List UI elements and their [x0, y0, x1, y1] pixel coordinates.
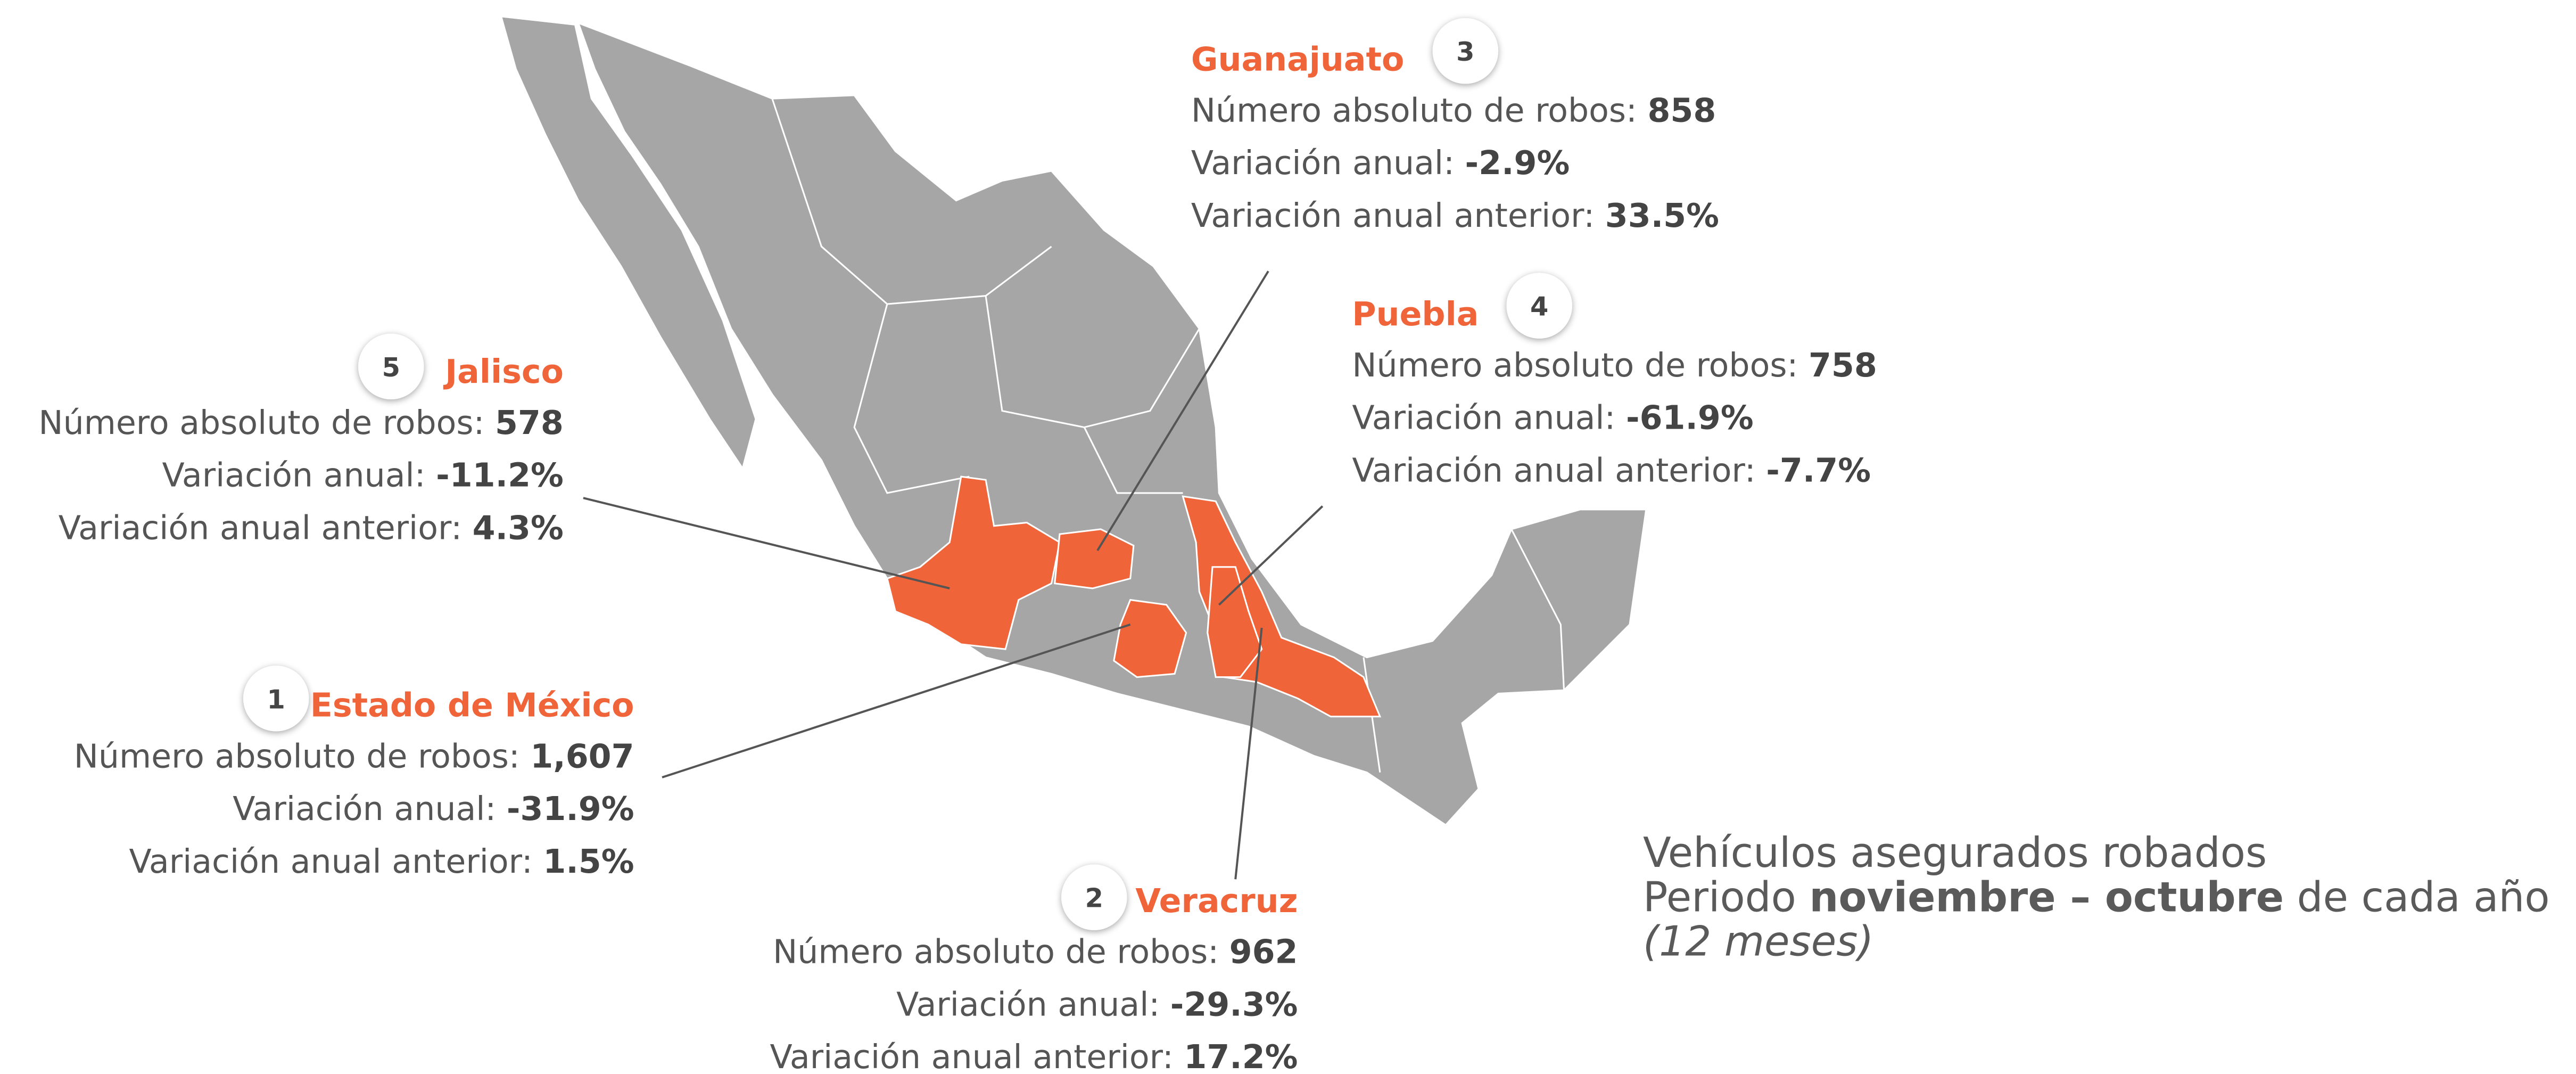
caption-line1: Vehículos asegurados robados	[1643, 829, 2267, 877]
state-name: Veracruz	[1135, 882, 1298, 920]
state-name: Jalisco	[443, 352, 564, 391]
rank-number: 2	[1085, 883, 1103, 914]
stat-line: Variación anual: -61.9%	[1352, 399, 1753, 437]
stat-label: Número absoluto de robos:	[1191, 91, 1637, 129]
stat-value: -7.7%	[1766, 451, 1871, 489]
stat-label: Variación anual anterior:	[770, 1038, 1173, 1074]
rank-badge	[1061, 864, 1127, 930]
stat-value: 4.3%	[473, 509, 564, 547]
puebla-shape	[1207, 566, 1263, 678]
stat-label: Variación anual:	[1352, 399, 1615, 437]
rank-badge	[358, 333, 424, 400]
rank-number: 1	[267, 684, 285, 715]
stat-label: Variación anual anterior:	[59, 509, 462, 547]
state-callout: 3 Guanajuato Número absoluto de robos: 858…	[1096, 18, 1719, 552]
stat-value: 578	[495, 404, 564, 442]
stat-label: Número absoluto de robos:	[38, 404, 484, 442]
stat-line: Variación anual: -2.9%	[1191, 144, 1570, 182]
stat-line: Número absoluto de robos: 962	[773, 933, 1298, 971]
stat-label: Variación anual:	[1191, 144, 1455, 182]
leader-line	[662, 623, 1131, 778]
rank-number: 3	[1456, 36, 1474, 67]
stat-line: Variación anual: -11.2%	[162, 456, 564, 495]
stat-label: Variación anual anterior:	[1352, 451, 1755, 489]
jalisco-shape	[886, 475, 1061, 650]
stat-value: -2.9%	[1465, 144, 1570, 182]
stat-label: Número absoluto de robos:	[74, 737, 520, 775]
stat-value: -31.9%	[507, 790, 634, 828]
rank-number: 5	[382, 352, 400, 383]
rank-badge	[1432, 18, 1499, 84]
stat-value: -61.9%	[1626, 399, 1754, 437]
stat-line: Variación anual anterior: 1.5%	[129, 842, 634, 881]
stat-value: -11.2%	[436, 456, 564, 495]
state-callout: 4 Puebla Número absoluto de robos: 758 Vari…	[1218, 273, 1877, 606]
stat-value: 1,607	[530, 737, 634, 775]
rank-number: 4	[1530, 291, 1548, 322]
stat-line: Variación anual anterior: 17.2%	[770, 1038, 1298, 1074]
state-callout: 5 Jalisco Número absoluto de robos: 578 Var…	[38, 333, 950, 589]
rank-badge	[1506, 273, 1572, 339]
caption: Vehículos asegurados robados Periodo nov…	[1643, 831, 2571, 964]
caption-prefix: Periodo	[1643, 873, 1796, 921]
stat-label: Variación anual:	[162, 456, 426, 495]
stat-value: 962	[1229, 933, 1298, 971]
stat-line: Variación anual anterior: 4.3%	[59, 509, 564, 547]
stat-value: -29.3%	[1170, 985, 1298, 1023]
stat-value: 858	[1647, 91, 1716, 129]
stat-label: Variación anual anterior:	[129, 842, 532, 881]
stat-value: 33.5%	[1605, 196, 1719, 235]
leader-line	[583, 497, 950, 589]
stat-label: Variación anual:	[896, 985, 1160, 1023]
stat-value: 17.2%	[1184, 1038, 1298, 1074]
stat-line: Variación anual: -31.9%	[233, 790, 634, 828]
stat-label: Variación anual:	[233, 790, 496, 828]
stat-label: Variación anual anterior:	[1191, 196, 1595, 235]
caption-middle: de cada año	[2297, 873, 2550, 921]
state-name: Guanajuato	[1191, 40, 1404, 79]
state-name: Puebla	[1352, 295, 1479, 333]
leader-line	[1096, 270, 1269, 552]
mexico-map	[500, 15, 1647, 826]
caption-bold: noviembre – octubre	[1809, 873, 2284, 921]
stat-line: Variación anual anterior: -7.7%	[1352, 451, 1871, 489]
guanajuato-shape	[1054, 528, 1135, 589]
stat-line: Número absoluto de robos: 578	[38, 404, 563, 442]
caption-italic: (12 meses)	[1643, 917, 1874, 966]
highlighted-states	[886, 475, 1382, 718]
stat-line: Número absoluto de robos: 1,607	[74, 737, 634, 775]
state-borders	[771, 98, 1565, 773]
stat-line: Variación anual anterior: 33.5%	[1191, 196, 1719, 235]
rank-badge	[243, 666, 309, 732]
estado-de-mexico-shape	[1113, 599, 1187, 678]
stat-line: Variación anual: -29.3%	[896, 985, 1298, 1023]
stat-line: Número absoluto de robos: 758	[1352, 346, 1877, 384]
leader-line	[1234, 627, 1263, 880]
state-name: Estado de México	[310, 686, 634, 725]
caption-line2: Periodo noviembre – octubre de cada año …	[1643, 875, 2571, 964]
stat-label: Número absoluto de robos:	[773, 933, 1219, 971]
baja-california	[500, 15, 757, 471]
state-callout: 2 Veracruz Número absoluto de robos: 962 Va…	[770, 627, 1298, 1074]
leader-line	[1218, 505, 1324, 606]
stat-value: 758	[1809, 346, 1877, 384]
stat-value: 1.5%	[543, 842, 634, 881]
stat-line: Número absoluto de robos: 858	[1191, 91, 1716, 129]
state-callout: 1 Estado de México Número absoluto de robo…	[74, 623, 1131, 881]
stat-label: Número absoluto de robos:	[1352, 346, 1798, 384]
